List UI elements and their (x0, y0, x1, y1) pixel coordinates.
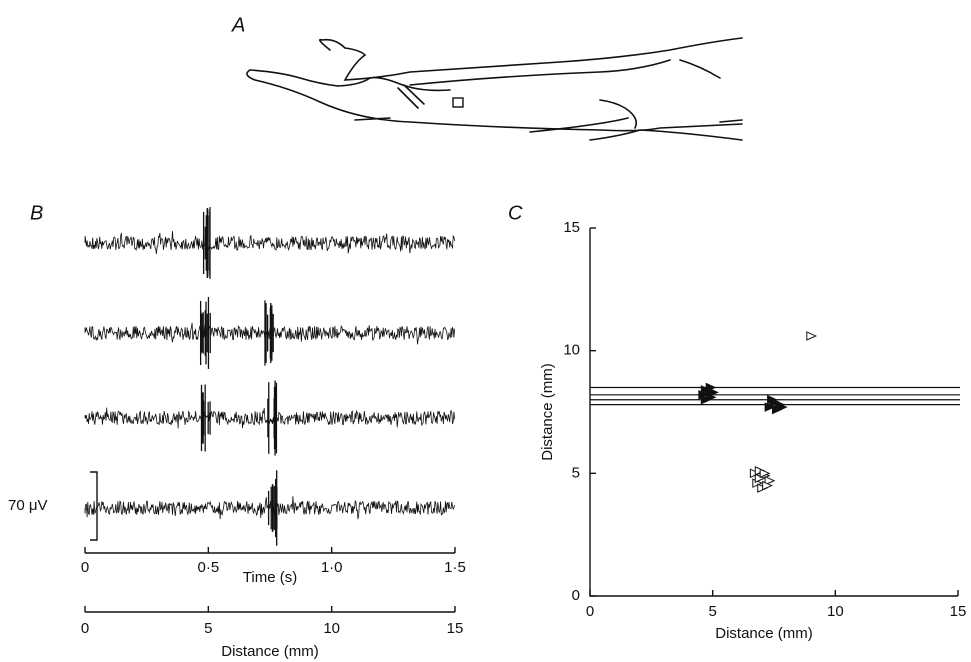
spike-burst (200, 384, 211, 452)
trace-noise (84, 407, 455, 429)
y-tick-label: 10 (563, 342, 580, 359)
y-tick-label: 5 (572, 464, 580, 481)
x2-label: Distance (mm) (221, 643, 319, 660)
trace-noise (84, 322, 455, 345)
x-tick-label: 1·0 (321, 559, 343, 576)
point (705, 382, 717, 393)
x-tick-label: 15 (950, 603, 967, 620)
x-tick-label: 5 (708, 603, 716, 620)
x2-tick-label: 5 (204, 620, 212, 637)
x-label: Distance (mm) (715, 625, 813, 642)
panel-label: A (231, 14, 245, 36)
arm-drawing (246, 37, 743, 141)
point (806, 331, 818, 341)
x-tick-label: 0 (586, 603, 594, 620)
scale-label: 70 μV (8, 497, 48, 514)
point (700, 394, 712, 405)
x-tick-label: 0 (81, 559, 89, 576)
spike-burst (199, 297, 211, 369)
spike-burst (264, 300, 274, 366)
point (774, 399, 786, 410)
point (762, 480, 773, 491)
panel-label: C (508, 202, 523, 224)
x-tick-label: 10 (827, 603, 844, 620)
trace-noise (84, 231, 455, 255)
point (764, 475, 776, 486)
spike-burst (267, 470, 278, 546)
y-label: Distance (mm) (539, 363, 556, 461)
spike-burst (202, 207, 211, 279)
x2-tick-label: 0 (81, 620, 89, 637)
trace-noise (84, 496, 455, 520)
spike-burst (267, 380, 278, 456)
point (767, 394, 778, 405)
x-tick-label: 0·5 (197, 559, 219, 576)
y-tick-label: 0 (572, 587, 580, 604)
x-tick-label: 1·5 (444, 559, 466, 576)
y-tick-label: 15 (563, 219, 580, 236)
point (708, 387, 719, 398)
scale-bar (90, 471, 98, 541)
panel-label: B (30, 202, 43, 224)
x2-tick-label: 15 (447, 620, 464, 637)
x-label: Time (s) (243, 569, 297, 586)
point (759, 468, 771, 479)
x2-tick-label: 10 (323, 620, 340, 637)
